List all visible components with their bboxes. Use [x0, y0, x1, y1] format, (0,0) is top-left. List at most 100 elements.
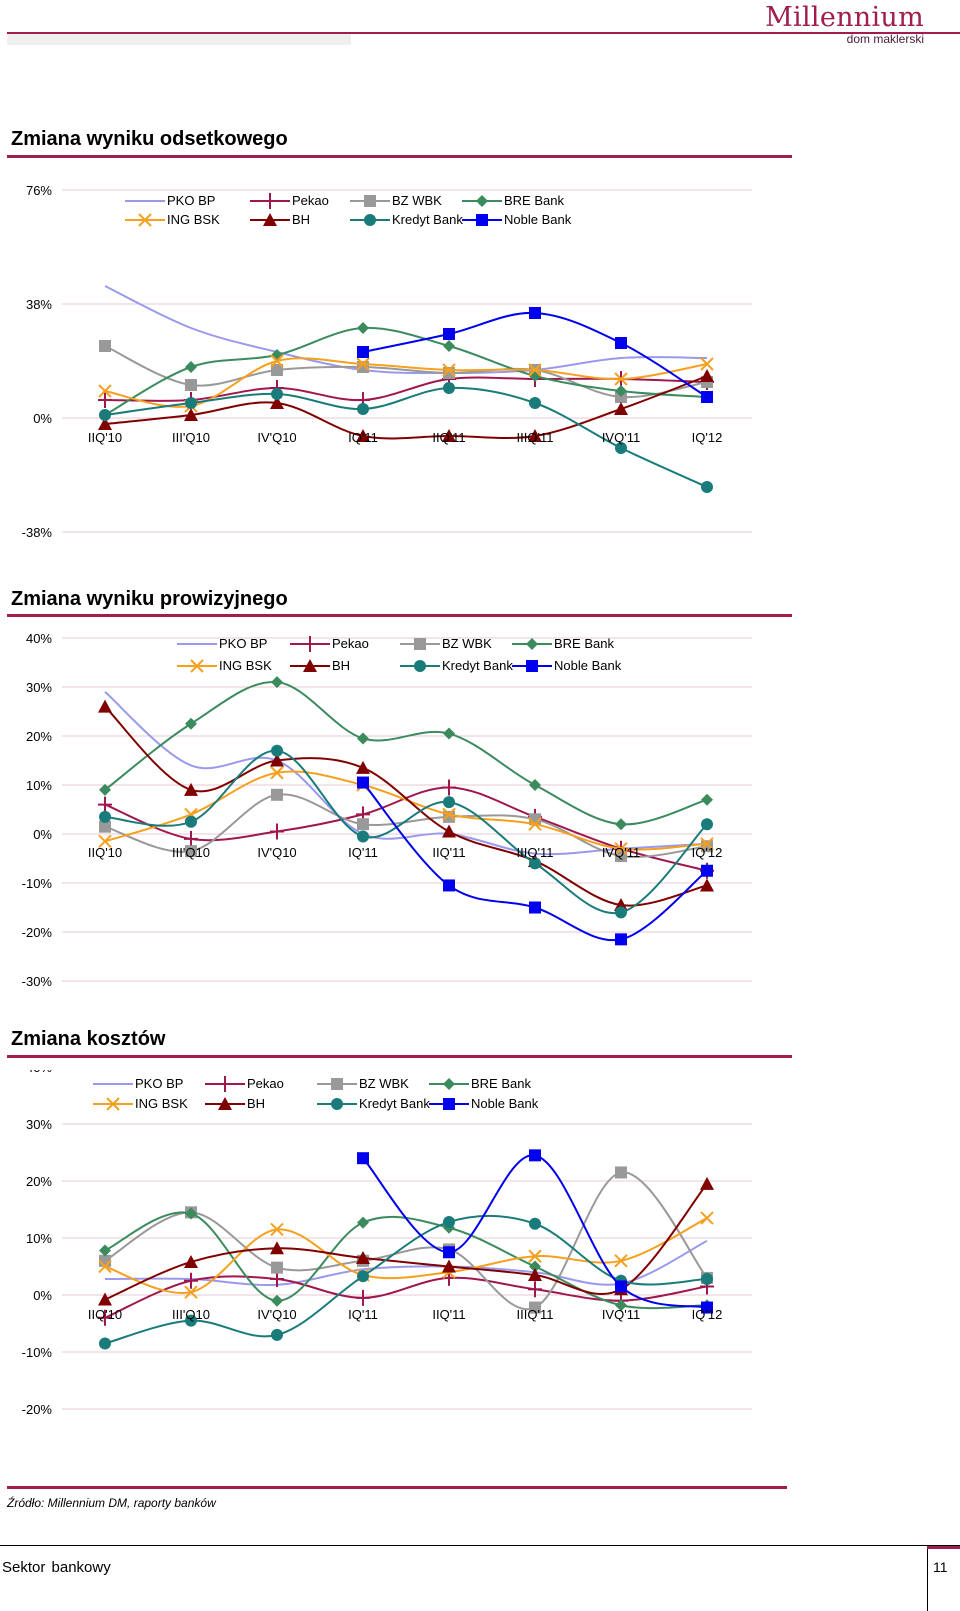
- legend-label: BZ WBK: [392, 193, 442, 208]
- data-point: [99, 783, 111, 796]
- data-point: [614, 402, 628, 415]
- data-point: [528, 1249, 542, 1263]
- data-point: [529, 1149, 541, 1162]
- data-point: [270, 753, 284, 767]
- data-point: [98, 834, 112, 849]
- data-point: [356, 357, 370, 371]
- page-box: [927, 1546, 960, 1611]
- y-tick-label: 40%: [26, 1070, 52, 1075]
- chart-net-interest: 76% 38% 0% -38% IIQ'10 III'Q10 IV'Q10 IQ'11 IIQ'…: [22, 183, 752, 540]
- data-point: [528, 817, 542, 831]
- data-point: [701, 1273, 713, 1286]
- data-point: [98, 699, 112, 713]
- data-point: [184, 1272, 198, 1289]
- legend-marker: [476, 214, 488, 226]
- header-bar: [7, 34, 351, 45]
- data-point: [443, 340, 455, 352]
- x-tick-label: IIQ'11: [432, 845, 465, 860]
- y-tick-label: 10%: [26, 1231, 52, 1246]
- data-point: [357, 818, 369, 831]
- chart1-title: Zmiana wyniku odsetkowego: [11, 128, 288, 150]
- data-point: [700, 1211, 714, 1225]
- data-point: [357, 732, 369, 745]
- series-line: [104, 386, 708, 488]
- legend-label: Pekao: [247, 1076, 284, 1091]
- legend-label: PKO BP: [219, 636, 267, 651]
- data-point: [357, 1270, 369, 1283]
- chart3-rule: [7, 1055, 792, 1058]
- chart3-title: Zmiana kosztów: [11, 1028, 166, 1050]
- data-point: [529, 779, 541, 791]
- data-point: [615, 1299, 627, 1312]
- legend-marker: [414, 660, 426, 672]
- legend-label: PKO BP: [167, 193, 215, 208]
- page-accent: [927, 1546, 960, 1549]
- y-tick-label: -38%: [22, 525, 53, 540]
- data-point: [700, 878, 714, 892]
- data-point: [357, 1152, 369, 1165]
- data-point: [700, 837, 714, 851]
- x-tick-label: III'Q10: [172, 430, 210, 445]
- x-tick-label: III'Q10: [172, 845, 210, 860]
- chart2-rule: [7, 614, 792, 617]
- legend-label: ING BSK: [135, 1096, 188, 1111]
- data-point: [185, 717, 197, 730]
- x-tick-label: IVQ'11: [602, 845, 640, 860]
- data-point: [615, 1166, 627, 1179]
- data-point: [614, 372, 628, 386]
- x-tick-label: IIQ'11: [432, 1307, 465, 1322]
- series-line: [104, 357, 708, 408]
- legend-label: Pekao: [292, 193, 329, 208]
- data-point: [99, 409, 111, 421]
- data-point: [700, 369, 714, 382]
- data-point: [528, 1281, 542, 1298]
- data-point: [529, 307, 541, 319]
- chart2-title: Zmiana wyniku prowizyjnego: [11, 588, 288, 610]
- data-point: [615, 818, 627, 831]
- data-point: [271, 1328, 283, 1341]
- y-tick-label: -10%: [22, 876, 53, 891]
- data-point: [356, 760, 370, 774]
- series-line: [104, 375, 708, 440]
- data-point: [271, 1261, 283, 1274]
- legend-label: Noble Bank: [554, 658, 622, 673]
- legend-marker: [364, 195, 376, 207]
- data-point: [185, 397, 197, 409]
- data-point: [357, 830, 369, 843]
- legend-label: BH: [292, 212, 310, 227]
- legend-marker: [138, 213, 152, 227]
- legend-label: Kredyt Bank: [392, 212, 463, 227]
- source-rule: [7, 1486, 787, 1489]
- x-tick-label: III'Q10: [172, 1307, 210, 1322]
- data-point: [271, 388, 283, 400]
- data-point: [185, 1314, 197, 1327]
- legend-label: Kredyt Bank: [442, 658, 513, 673]
- y-tick-label: 20%: [26, 729, 52, 744]
- data-point: [357, 403, 369, 415]
- y-tick-label: -20%: [22, 925, 53, 940]
- x-tick-label: IV'Q10: [257, 430, 296, 445]
- legend-label: BRE Bank: [554, 636, 614, 651]
- series-line: [104, 1214, 708, 1345]
- data-point: [356, 1289, 370, 1306]
- page-number: 11: [933, 1559, 948, 1575]
- y-tick-label: 40%: [26, 631, 52, 646]
- data-point: [356, 429, 370, 442]
- legend-label: Noble Bank: [504, 212, 572, 227]
- data-point: [442, 429, 456, 442]
- x-tick-label: IIIQ'11: [517, 845, 554, 860]
- data-point: [443, 1246, 455, 1259]
- data-point: [356, 1250, 370, 1264]
- series-line: [104, 1217, 708, 1295]
- data-point: [185, 815, 197, 828]
- series-line: [104, 326, 708, 416]
- data-point: [443, 382, 455, 394]
- data-point: [442, 807, 456, 822]
- data-point: [615, 933, 627, 946]
- data-point: [701, 1301, 713, 1314]
- data-point: [528, 363, 542, 377]
- x-tick-label: IIQ'10: [88, 430, 122, 445]
- data-point: [98, 392, 112, 408]
- footer-section: Sektor bankowy: [2, 1559, 111, 1576]
- series-line: [104, 1211, 708, 1310]
